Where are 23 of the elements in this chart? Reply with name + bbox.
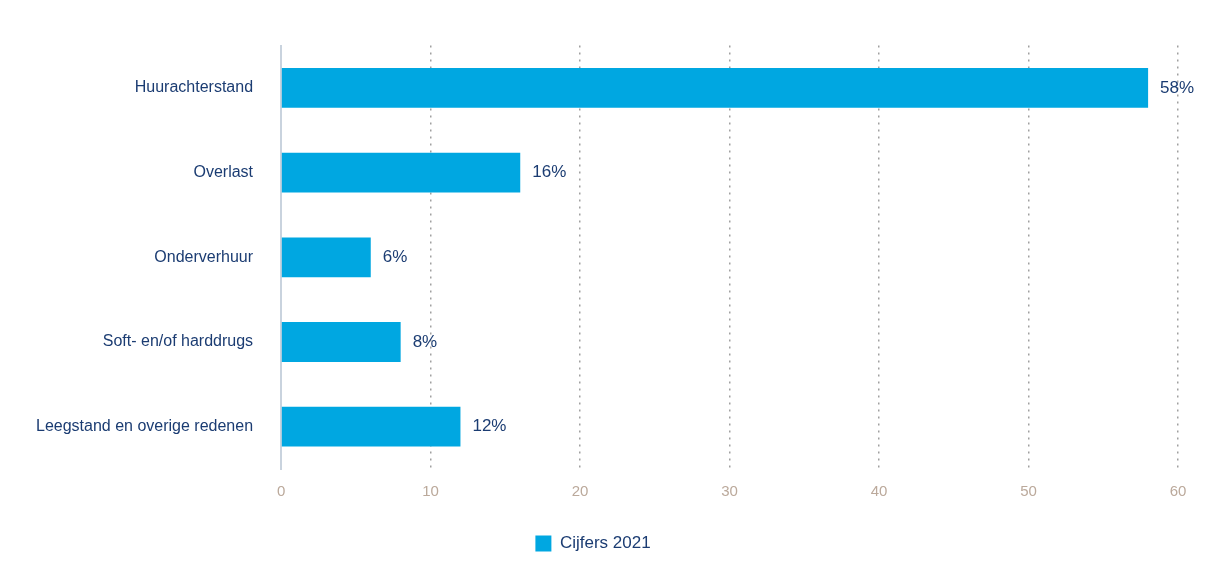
- y-tick-label: Soft- en/of harddrugs: [102, 332, 254, 350]
- data-label: 6%: [382, 246, 408, 266]
- y-tick-label: Leegstand en overige redenen: [36, 417, 254, 435]
- x-tick-label: 30: [721, 482, 738, 500]
- x-tick-label: 20: [571, 482, 589, 500]
- legend-label: Cijfers 2021: [559, 533, 651, 553]
- x-tick-label: 10: [422, 482, 439, 500]
- bar: [281, 406, 461, 447]
- data-label: 58%: [1160, 77, 1195, 97]
- data-label: 8%: [412, 331, 438, 351]
- x-tick-label: 60: [1169, 482, 1187, 500]
- x-tick-label: 50: [1020, 482, 1037, 500]
- bar: [281, 322, 401, 362]
- bar: [281, 237, 371, 278]
- bar: [281, 152, 521, 193]
- bar: [281, 68, 1149, 108]
- y-tick-label: Overlast: [193, 163, 254, 181]
- y-tick-label: Huurachterstand: [134, 78, 254, 96]
- x-tick-label: 0: [276, 482, 286, 500]
- x-tick-label: 40: [870, 482, 888, 500]
- data-label: 16%: [532, 162, 567, 182]
- data-label: 12%: [472, 416, 507, 436]
- y-tick-label: Onderverhuur: [154, 247, 254, 265]
